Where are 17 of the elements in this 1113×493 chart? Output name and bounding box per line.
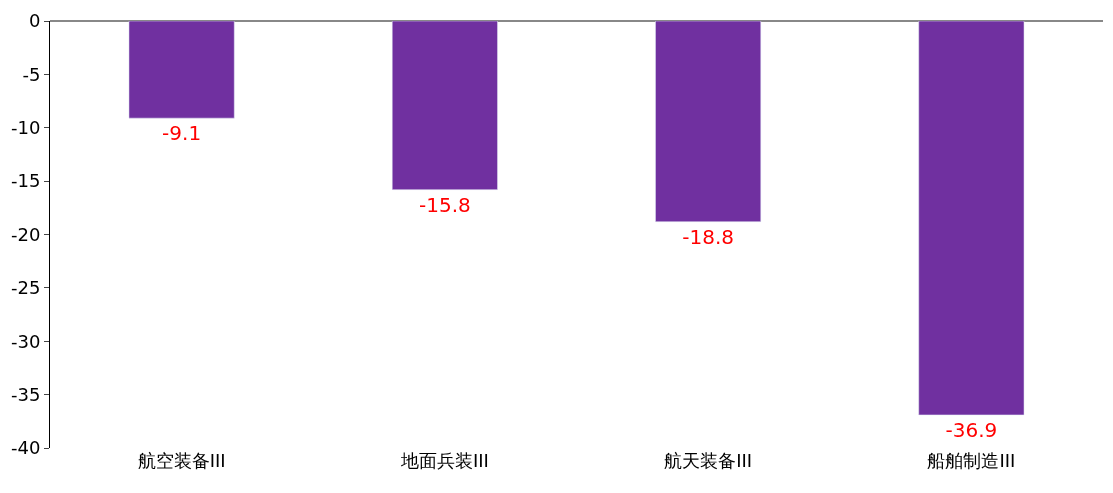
- y-tick-label: -40: [10, 437, 41, 459]
- y-tick-label: -25: [10, 277, 41, 299]
- data-label: -36.9: [945, 417, 998, 442]
- data-label: -18.8: [682, 224, 735, 249]
- y-tick-label: -20: [10, 223, 41, 245]
- y-tick-label: -10: [10, 117, 41, 139]
- y-tick-label: -35: [10, 383, 41, 405]
- data-label: -9.1: [162, 121, 202, 146]
- x-tick-label: 地面兵装III: [399, 450, 489, 471]
- x-tick-label: 船舶制造III: [927, 450, 1016, 471]
- x-tick-label: 航空装备III: [137, 450, 226, 471]
- y-tick-label: 0: [28, 10, 41, 32]
- x-tick-label: 航天装备III: [664, 450, 753, 471]
- y-tick-label: -30: [10, 330, 41, 352]
- data-label: -15.8: [419, 192, 471, 217]
- y-tick-label: -5: [22, 63, 41, 85]
- y-tick-label: -15: [10, 170, 41, 192]
